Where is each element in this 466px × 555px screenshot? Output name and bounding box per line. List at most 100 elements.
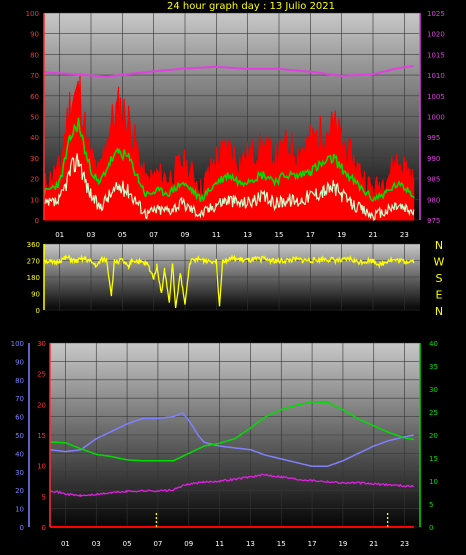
- hour-tick-label: 09: [181, 231, 190, 239]
- dewpoint-rain-tick-label: 10: [37, 463, 46, 471]
- direction-degree-tick-label: 180: [27, 274, 40, 282]
- wind-speed-tick-label: 100: [26, 10, 39, 18]
- hour-tick-label: 15: [277, 540, 286, 548]
- direction-degree-tick-label: 0: [36, 307, 40, 315]
- temperature-tick-label: 40: [429, 340, 438, 348]
- temperature-tick-label: 30: [429, 386, 438, 394]
- wind-speed-tick-label: 50: [30, 114, 39, 122]
- direction-letter-label: S: [436, 272, 443, 285]
- pressure-tick-label: 995: [427, 134, 440, 142]
- hour-tick-label: 17: [308, 540, 317, 548]
- wind-min-series: [43, 153, 415, 222]
- hour-tick-label: 07: [153, 540, 162, 548]
- hour-tick-label: 11: [215, 540, 224, 548]
- temperature-tick-label: 15: [429, 455, 438, 463]
- pressure-tick-label: 1015: [427, 51, 445, 59]
- humidity-tick-label: 30: [15, 469, 24, 477]
- wind-direction-series: [43, 253, 415, 308]
- hour-tick-label: 01: [55, 231, 64, 239]
- wind-speed-tick-label: 20: [30, 176, 39, 184]
- hour-tick-label: 17: [306, 231, 315, 239]
- wind-speed-tick-label: 70: [30, 72, 39, 80]
- direction-letter-label: N: [435, 305, 443, 318]
- humidity-tick-label: 90: [15, 358, 24, 366]
- hour-tick-label: 07: [149, 231, 158, 239]
- hour-tick-label: 21: [369, 231, 378, 239]
- pressure-series: [43, 65, 414, 78]
- direction-degree-tick-label: 90: [31, 291, 40, 299]
- humidity-temperature-grid: [50, 342, 420, 528]
- wind-speed-tick-label: 90: [30, 31, 39, 39]
- dewpoint-rain-tick-label: 15: [37, 432, 46, 440]
- humidity-tick-label: 0: [20, 524, 24, 532]
- direction-degree-tick-label: 270: [27, 258, 40, 266]
- humidity-tick-label: 10: [15, 506, 24, 514]
- wind-speed-tick-label: 80: [30, 51, 39, 59]
- hour-tick-label: 11: [212, 231, 221, 239]
- hour-tick-label: 01: [61, 540, 70, 548]
- hour-tick-label: 03: [87, 231, 96, 239]
- hour-tick-label: 19: [337, 231, 346, 239]
- temperature-tick-label: 0: [429, 524, 433, 532]
- pressure-tick-label: 990: [427, 155, 440, 163]
- hour-tick-label: 03: [92, 540, 101, 548]
- humidity-series: [49, 412, 414, 468]
- direction-letter-label: E: [436, 289, 443, 302]
- wind-speed-tick-label: 0: [35, 217, 39, 225]
- hour-tick-label: 05: [118, 231, 127, 239]
- humidity-tick-label: 40: [15, 450, 24, 458]
- wind-speed-tick-label: 60: [30, 93, 39, 101]
- humidity-temperature-hour-axis: 01 03 05 07 09 11 13 15 17 19 21 23: [61, 540, 409, 548]
- temperature-tick-label: 5: [429, 501, 433, 509]
- hour-tick-label: 13: [246, 540, 255, 548]
- temperature-axis: 0 5 10 15 20 25 30 35 40: [429, 340, 438, 532]
- pressure-tick-label: 1010: [427, 72, 445, 80]
- hour-tick-label: 09: [184, 540, 193, 548]
- pressure-tick-label: 1025: [427, 10, 445, 18]
- dewpoint-rain-axis: 0 5 10 15 20 25 30: [37, 340, 46, 532]
- wind-pressure-series: [43, 65, 415, 222]
- dewpoint-rain-tick-label: 0: [42, 524, 46, 532]
- temperature-series: [49, 401, 414, 462]
- pressure-axis: 975 980 985 990 995 1000 1005 1010 1015 1020 1025: [427, 10, 445, 225]
- direction-letter-label: W: [434, 256, 445, 269]
- temperature-tick-label: 35: [429, 363, 438, 371]
- temperature-tick-label: 25: [429, 409, 438, 417]
- humidity-tick-label: 50: [15, 432, 24, 440]
- wind-direction-series: [43, 253, 415, 308]
- hour-tick-label: 15: [275, 231, 284, 239]
- humidity-tick-label: 80: [15, 377, 24, 385]
- wind-avg-series: [43, 117, 415, 203]
- humidity-axis: 0 10 20 30 40 50 60 70 80 90 100: [11, 340, 24, 532]
- temperature-tick-label: 10: [429, 478, 438, 486]
- hour-tick-label: 05: [123, 540, 132, 548]
- temperature-tick-label: 20: [429, 432, 438, 440]
- pressure-tick-label: 985: [427, 176, 440, 184]
- hour-tick-label: 23: [400, 231, 409, 239]
- direction-degree-tick-label: 360: [27, 241, 40, 249]
- pressure-tick-label: 975: [427, 217, 440, 225]
- dewpoint-rain-tick-label: 5: [42, 493, 46, 501]
- dewpoint-series: [49, 473, 415, 498]
- wind-gust-series: [43, 73, 415, 221]
- pressure-tick-label: 1000: [427, 114, 445, 122]
- humidity-tick-label: 100: [11, 340, 24, 348]
- wind-speed-tick-label: 30: [30, 155, 39, 163]
- pressure-tick-label: 1020: [427, 31, 445, 39]
- hour-tick-label: 21: [369, 540, 378, 548]
- hour-tick-label: 23: [400, 540, 409, 548]
- wind-speed-tick-label: 40: [30, 134, 39, 142]
- hour-tick-label: 13: [243, 231, 252, 239]
- humidity-tick-label: 60: [15, 414, 24, 422]
- direction-letter-label: N: [435, 239, 443, 252]
- pressure-tick-label: 980: [427, 196, 440, 204]
- humidity-tick-label: 20: [15, 487, 24, 495]
- dewpoint-rain-tick-label: 20: [37, 401, 46, 409]
- pressure-tick-label: 1005: [427, 93, 445, 101]
- direction-degree-axis: 0 90 180 270 360: [27, 241, 40, 315]
- humidity-tick-label: 70: [15, 395, 24, 403]
